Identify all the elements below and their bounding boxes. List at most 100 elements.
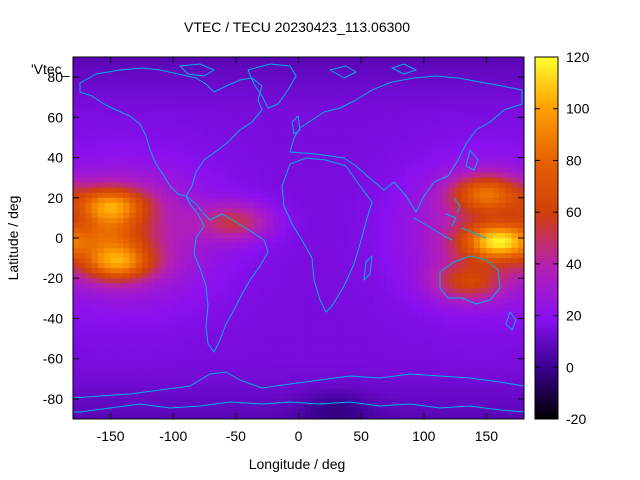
- heatmap-cell: [423, 348, 431, 355]
- heatmap-cell: [179, 162, 187, 169]
- heatmap-cell: [461, 263, 469, 269]
- heatmap-cell: [229, 403, 237, 410]
- heatmap-cell: [386, 152, 394, 159]
- heatmap-cell: [173, 303, 181, 309]
- heatmap-cell: [166, 338, 174, 345]
- heatmap-cell: [198, 67, 206, 73]
- heatmap-cell: [123, 207, 130, 214]
- heatmap-cell: [166, 87, 174, 93]
- heatmap-cell: [116, 413, 124, 419]
- heatmap-cell: [173, 393, 181, 400]
- heatmap-cell: [279, 127, 287, 134]
- heatmap-cell: [311, 187, 318, 194]
- heatmap-cell: [430, 92, 437, 98]
- heatmap-cell: [91, 132, 99, 139]
- heatmap-cell: [430, 253, 437, 259]
- heatmap-cell: [448, 167, 456, 174]
- heatmap-cell: [235, 232, 243, 239]
- heatmap-cell: [411, 187, 419, 194]
- heatmap-cell: [498, 268, 506, 274]
- heatmap-cell: [317, 157, 325, 164]
- heatmap-cell: [229, 323, 237, 330]
- heatmap-cell: [185, 323, 193, 330]
- heatmap-cell: [367, 303, 375, 309]
- heatmap-cell: [73, 132, 80, 139]
- heatmap-cell: [260, 197, 268, 204]
- heatmap-cell: [166, 137, 174, 144]
- heatmap-cell: [91, 278, 99, 284]
- heatmap-cell: [498, 152, 506, 159]
- heatmap-cell: [304, 288, 312, 294]
- heatmap-cell: [398, 97, 406, 103]
- heatmap-cell: [229, 333, 237, 340]
- heatmap-cell: [98, 383, 105, 390]
- heatmap-cell: [260, 288, 268, 294]
- heatmap-cell: [154, 353, 162, 360]
- heatmap-cell: [242, 363, 249, 370]
- heatmap-cell: [279, 368, 287, 375]
- heatmap-cell: [336, 298, 343, 304]
- heatmap-cell: [267, 72, 275, 78]
- heatmap-cell: [104, 258, 112, 264]
- heatmap-cell: [91, 268, 99, 274]
- heatmap-cell: [436, 102, 444, 108]
- heatmap-cell: [423, 238, 431, 244]
- heatmap-cell: [467, 313, 475, 320]
- heatmap-cell: [235, 187, 243, 194]
- heatmap-cell: [329, 358, 337, 365]
- heatmap-cell: [192, 107, 199, 113]
- heatmap-cell: [179, 353, 187, 360]
- heatmap-cell: [448, 348, 456, 355]
- heatmap-cell: [129, 238, 137, 244]
- heatmap-cell: [129, 112, 137, 118]
- heatmap-cell: [98, 303, 105, 309]
- heatmap-cell: [354, 368, 362, 375]
- chart-title: VTEC / TECU 20230423_113.06300: [184, 19, 410, 35]
- heatmap-cell: [273, 303, 281, 309]
- heatmap-cell: [141, 227, 149, 234]
- heatmap-cell: [480, 298, 488, 304]
- heatmap-cell: [361, 388, 368, 395]
- heatmap-cell: [160, 147, 168, 154]
- heatmap-cell: [160, 398, 168, 405]
- heatmap-cell: [185, 207, 193, 214]
- heatmap-cell: [336, 248, 343, 254]
- heatmap-cell: [379, 162, 387, 169]
- heatmap-cell: [336, 348, 343, 355]
- heatmap-cell: [173, 378, 181, 385]
- heatmap-cell: [298, 172, 306, 179]
- heatmap-cell: [317, 273, 325, 279]
- heatmap-cell: [198, 393, 206, 400]
- heatmap-cell: [379, 172, 387, 179]
- heatmap-cell: [129, 333, 137, 340]
- heatmap-cell: [417, 112, 425, 118]
- heatmap-cell: [192, 182, 199, 189]
- heatmap-cell: [135, 192, 143, 199]
- heatmap-cell: [104, 368, 112, 375]
- heatmap-cell: [386, 217, 394, 224]
- heatmap-cell: [342, 318, 350, 325]
- heatmap-cell: [273, 182, 281, 189]
- heatmap-cell: [373, 303, 381, 309]
- heatmap-cell: [91, 67, 99, 73]
- heatmap-cell: [361, 358, 368, 365]
- heatmap-cell: [110, 368, 118, 375]
- heatmap-cell: [342, 238, 350, 244]
- heatmap-cell: [392, 182, 400, 189]
- heatmap-cell: [160, 413, 168, 419]
- heatmap-cell: [154, 122, 162, 128]
- heatmap-cell: [166, 293, 174, 299]
- heatmap-cell: [448, 243, 456, 249]
- heatmap-cell: [135, 112, 143, 118]
- heatmap-cell: [135, 57, 143, 63]
- heatmap-cell: [317, 202, 325, 209]
- heatmap-cell: [455, 222, 462, 229]
- heatmap-cell: [311, 182, 318, 189]
- heatmap-cell: [329, 413, 337, 419]
- heatmap-cell: [160, 263, 168, 269]
- heatmap-cell: [254, 263, 262, 269]
- heatmap-cell: [104, 222, 112, 229]
- heatmap-cell: [173, 197, 181, 204]
- heatmap-cell: [85, 328, 93, 335]
- heatmap-cell: [323, 72, 331, 78]
